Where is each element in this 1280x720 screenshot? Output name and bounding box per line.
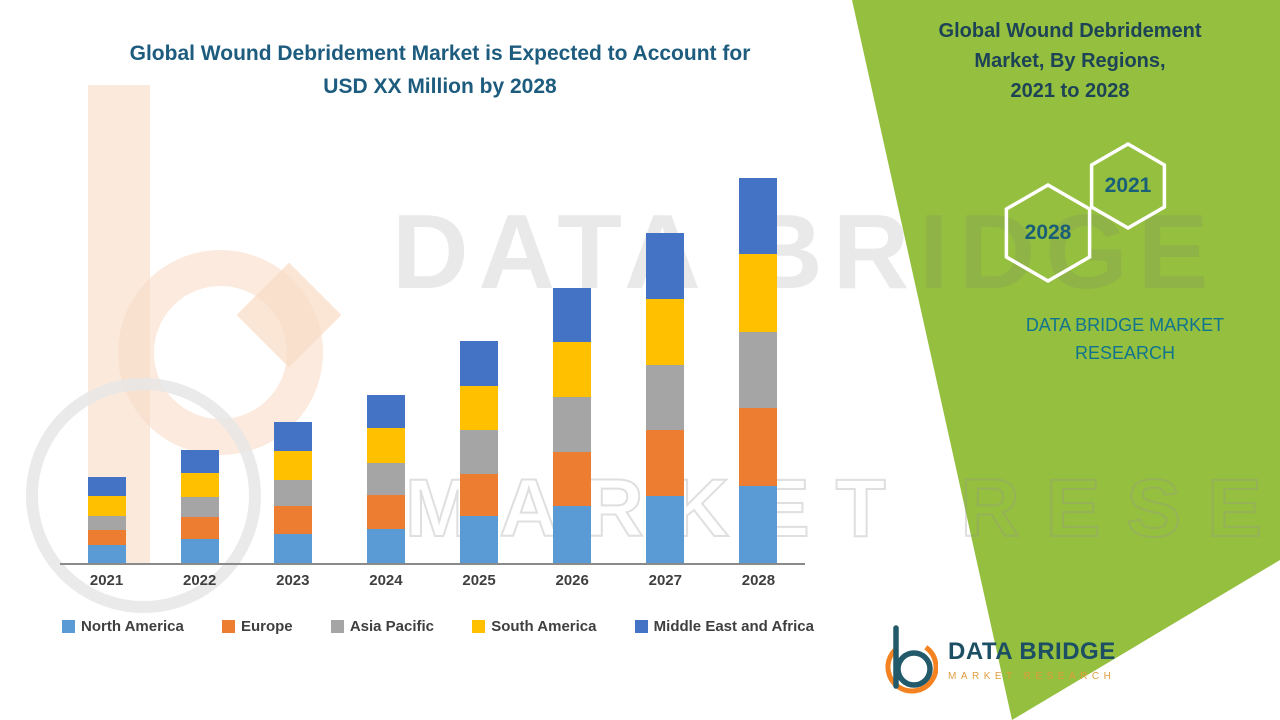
bar-segment bbox=[553, 396, 592, 452]
x-axis-labels: 2021 2022 2023 2024 2025 2026 2027 2028 bbox=[60, 572, 805, 589]
bar-segment bbox=[460, 430, 499, 474]
x-axis-label-2024: 2024 bbox=[369, 572, 403, 589]
bar-segment bbox=[180, 517, 219, 539]
x-axis-label-2023: 2023 bbox=[276, 572, 310, 589]
panel-title-line-3: 2021 to 2028 bbox=[1010, 80, 1130, 102]
legend-swatch-icon bbox=[62, 620, 75, 633]
bar-segment bbox=[646, 496, 685, 563]
bar-2024 bbox=[366, 394, 405, 563]
bar-segment bbox=[366, 462, 405, 496]
legend-label: Asia Pacific bbox=[349, 618, 435, 635]
legend-label: North America bbox=[81, 618, 184, 635]
bar-2022 bbox=[180, 449, 219, 563]
bar-2026 bbox=[553, 287, 592, 563]
panel-brand-text: DATA BRIDGE MARKET RESEARCH bbox=[1025, 315, 1225, 363]
bar-segment bbox=[180, 538, 219, 563]
bar-2023 bbox=[273, 422, 312, 563]
bar-segment bbox=[646, 232, 685, 299]
legend-item: North America bbox=[62, 618, 184, 635]
watermark-data-bridge-text: DATA BRIDGE bbox=[392, 193, 1219, 311]
bar-segment bbox=[273, 533, 312, 563]
hexagon-year-2028: 2028 bbox=[1024, 221, 1072, 244]
x-axis-label-2021: 2021 bbox=[89, 572, 124, 589]
panel-title-line-2: Market, By Regions, bbox=[974, 50, 1166, 72]
bar-segment bbox=[553, 287, 592, 343]
bar-2021 bbox=[87, 476, 126, 563]
legend-swatch-icon bbox=[330, 620, 344, 633]
chart-title-line-1: Global Wound Debridement Market is Expec… bbox=[129, 42, 751, 65]
bar-segment bbox=[87, 476, 126, 497]
hexagon-2021-outline bbox=[1089, 141, 1167, 231]
legend-label: South America bbox=[491, 618, 597, 635]
stacked-bar-plot bbox=[60, 158, 805, 565]
legend-swatch-icon bbox=[634, 620, 648, 633]
bar-segment bbox=[553, 506, 592, 563]
bar-segment bbox=[366, 528, 405, 563]
legend-swatch-icon bbox=[472, 620, 486, 633]
bar-segment bbox=[553, 342, 592, 397]
bar-segment bbox=[273, 480, 312, 507]
bar-segment bbox=[739, 254, 778, 333]
x-axis-label-2022: 2022 bbox=[183, 572, 217, 589]
x-axis-label-2026: 2026 bbox=[555, 572, 589, 589]
company-logo-text: DATA BRIDGE MARKET RESEARCH bbox=[948, 638, 1116, 682]
bar-2028 bbox=[739, 178, 778, 563]
x-axis-label-2025: 2025 bbox=[462, 572, 496, 589]
bar-segment bbox=[646, 430, 685, 497]
hexagons-graphic bbox=[1004, 141, 1167, 284]
bar-segment bbox=[460, 473, 499, 517]
bar-2027 bbox=[646, 232, 685, 563]
legend-label: Europe bbox=[240, 618, 293, 635]
bar-segment bbox=[180, 472, 219, 498]
bar-segment bbox=[87, 516, 126, 530]
bar-segment bbox=[739, 332, 778, 409]
bar-segment bbox=[646, 364, 685, 431]
bar-segment bbox=[87, 544, 126, 563]
bar-segment bbox=[366, 428, 405, 463]
bar-segment bbox=[460, 385, 499, 431]
bar-segment bbox=[553, 451, 592, 507]
panel-title: Global Wound Debridement Market, By Regi… bbox=[935, 16, 1205, 106]
bar-segment bbox=[646, 298, 685, 365]
bar-segment bbox=[87, 529, 126, 545]
legend-item: Asia Pacific bbox=[330, 618, 435, 635]
bar-segment bbox=[366, 394, 405, 429]
chart-legend: North America Europe Asia Pacific South Ame… bbox=[62, 618, 814, 635]
bar-segment bbox=[87, 496, 126, 517]
bar-segment bbox=[739, 486, 778, 563]
company-logo-tagline: MARKET RESEARCH bbox=[948, 671, 1116, 682]
legend-item: South America bbox=[472, 618, 597, 635]
bar-2025 bbox=[460, 341, 499, 563]
legend-item: Europe bbox=[221, 618, 293, 635]
chart-title: Global Wound Debridement Market is Expec… bbox=[60, 38, 820, 103]
legend-label: Middle East and Africa bbox=[653, 618, 814, 635]
bar-segment bbox=[739, 408, 778, 487]
bar-segment bbox=[180, 497, 219, 518]
data-bridge-logo-icon bbox=[885, 625, 938, 694]
bar-segment bbox=[273, 422, 312, 451]
x-axis-label-2028: 2028 bbox=[741, 572, 776, 589]
company-logo: DATA BRIDGE MARKET RESEARCH bbox=[884, 622, 1144, 698]
legend-swatch-icon bbox=[221, 620, 235, 633]
chart-title-line-2: USD XX Million by 2028 bbox=[323, 74, 557, 98]
legend-item: Middle East and Africa bbox=[634, 618, 814, 635]
watermark-market-research-text: MARKET RESEARCH bbox=[404, 462, 1280, 555]
bar-segment bbox=[180, 449, 219, 473]
bar-segment bbox=[460, 516, 499, 563]
hexagon-2028-outline bbox=[1004, 182, 1092, 284]
bar-segment bbox=[273, 506, 312, 534]
hexagon-year-2021: 2021 bbox=[1104, 174, 1152, 197]
bar-segment bbox=[460, 341, 499, 386]
bar-segment bbox=[366, 495, 405, 529]
x-axis-label-2027: 2027 bbox=[648, 572, 682, 589]
bar-segment bbox=[739, 178, 778, 255]
company-logo-name: DATA BRIDGE bbox=[948, 638, 1116, 665]
bar-segment bbox=[273, 450, 312, 480]
panel-title-line-1: Global Wound Debridement bbox=[938, 20, 1202, 42]
